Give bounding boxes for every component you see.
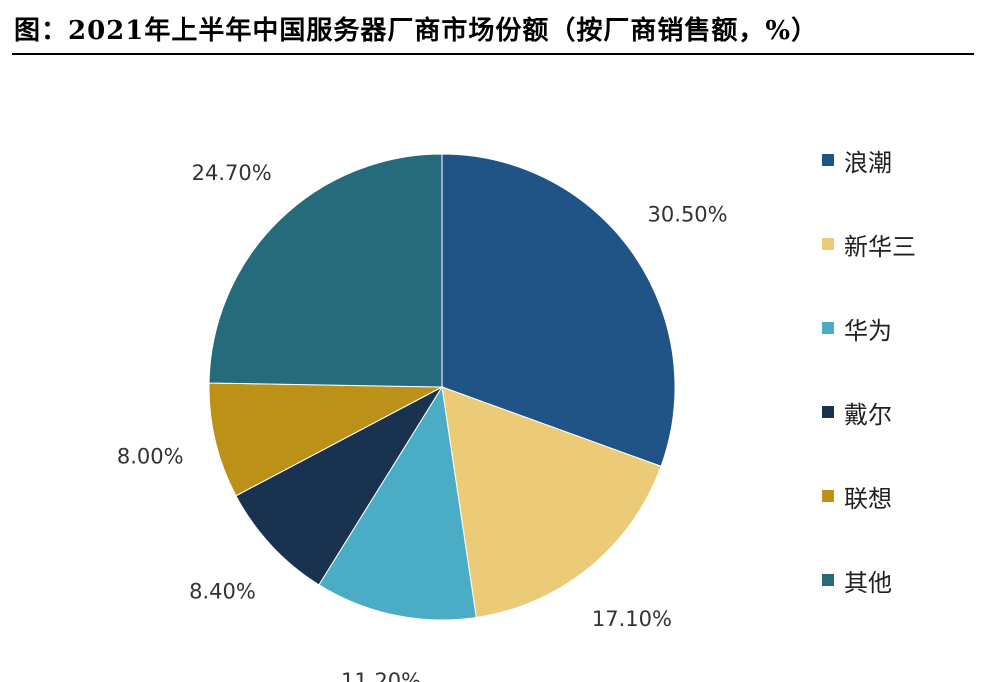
- legend-item-1: 浪潮: [822, 140, 892, 180]
- legend-label-5: 联想: [844, 484, 892, 513]
- legend-item-3: 华为: [822, 308, 892, 348]
- data-label-5: 8.00%: [117, 445, 184, 469]
- pie-slice-1: [441, 153, 676, 467]
- legend-swatch-1: [822, 154, 834, 166]
- legend-label-6: 其他: [844, 568, 892, 597]
- legend-item-5: 联想: [822, 476, 892, 516]
- data-label-4: 8.40%: [189, 580, 256, 604]
- legend-label-3: 华为: [844, 316, 892, 345]
- legend-swatch-4: [822, 406, 834, 418]
- pie-slice-4: [235, 385, 444, 586]
- legend-swatch-3: [822, 322, 834, 334]
- pie-slice-6: [208, 153, 443, 388]
- legend-item-2: 新华三: [822, 224, 916, 264]
- legend-swatch-5: [822, 490, 834, 502]
- pie-slice-3: [318, 385, 477, 621]
- pie-slice-2: [441, 386, 662, 619]
- legend-label-2: 新华三: [844, 232, 916, 261]
- chart-title: 图：2021年上半年中国服务器厂商市场份额（按厂商销售额，%）: [14, 16, 819, 46]
- legend-item-4: 戴尔: [822, 392, 892, 432]
- title-underline: [12, 53, 974, 55]
- legend-item-6: 其他: [822, 560, 892, 600]
- data-label-2: 17.10%: [592, 607, 672, 631]
- legend-swatch-6: [822, 574, 834, 586]
- legend-label-4: 戴尔: [844, 400, 892, 429]
- pie-slice-5: [208, 382, 443, 497]
- data-label-3: 11.20%: [341, 669, 421, 682]
- data-label-6: 24.70%: [192, 161, 272, 185]
- data-label-1: 30.50%: [648, 203, 728, 227]
- legend-label-1: 浪潮: [844, 148, 892, 177]
- legend-swatch-2: [822, 238, 834, 250]
